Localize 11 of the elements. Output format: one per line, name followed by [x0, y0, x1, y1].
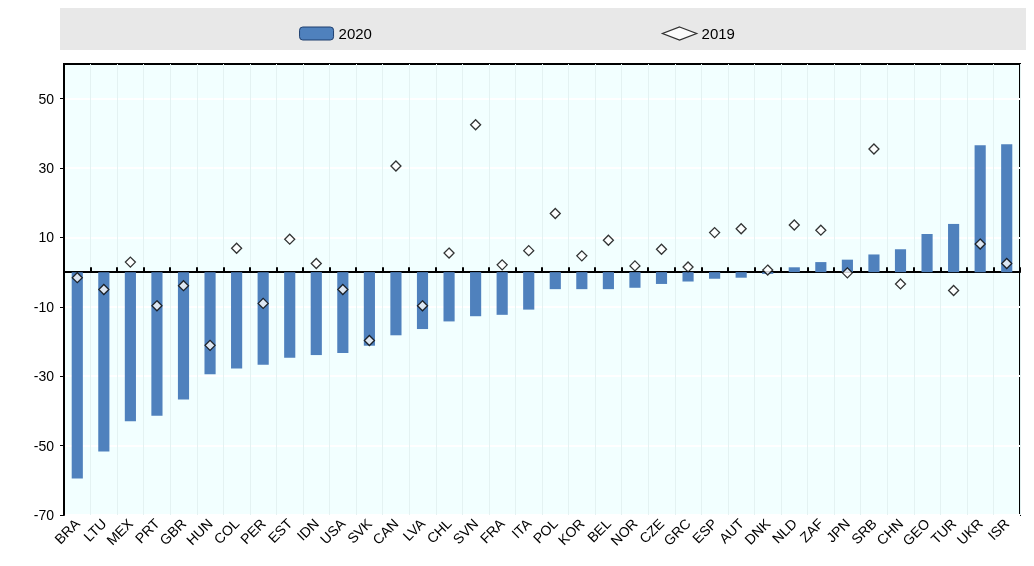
x-tick-label: ISR	[984, 515, 1013, 544]
legend-label: 2020	[338, 25, 372, 42]
y-tick-label: 10	[38, 229, 55, 246]
y-tick-label: -70	[33, 507, 55, 523]
y-tick-label: -30	[33, 368, 55, 385]
x-tick-label: LVA	[399, 514, 429, 544]
y-tick-label: -10	[33, 298, 55, 315]
y-tick-label: 30	[38, 160, 55, 177]
y-tick-label: -50	[33, 437, 55, 454]
legend-label: 2019	[701, 25, 735, 42]
y-tick-label: 50	[38, 90, 55, 107]
